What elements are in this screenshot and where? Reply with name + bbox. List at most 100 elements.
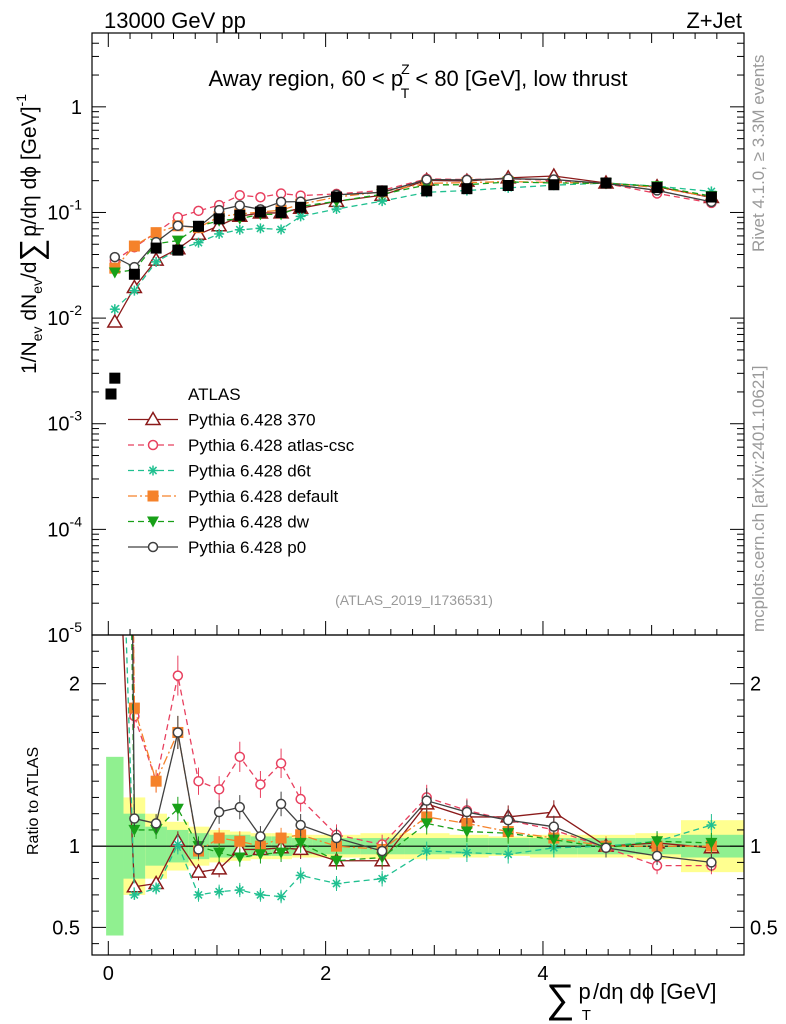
point-ratio-atlas_csc (213, 784, 225, 795)
point-main-p0 (275, 196, 287, 208)
point-ratio-atlas_csc (255, 779, 266, 790)
y-tick-label: 10-4 (47, 513, 82, 541)
point-ratio-atlas_csc (275, 758, 287, 769)
point-ratio-d6t (151, 883, 162, 894)
line-ratio-d6t (125, 635, 712, 898)
ratio-y-tick-label: 0.5 (52, 917, 80, 939)
point-ratio-d6t (295, 870, 306, 881)
line-ratio-p0 (132, 635, 712, 864)
legend-entry-dw: Pythia 6.428 dw (128, 513, 310, 532)
point-main-atlas (275, 206, 287, 218)
point-ratio-p0 (255, 831, 266, 842)
legend-marker (144, 411, 162, 426)
legend-entry-p370: Pythia 6.428 370 (128, 411, 316, 430)
point-main-d6t (295, 211, 306, 222)
point-ratio-dw (330, 855, 343, 867)
point-main-atlas_csc (193, 205, 204, 217)
point-ratio-p0 (548, 821, 560, 832)
point-main-default (128, 240, 140, 252)
legend-marker (147, 439, 159, 451)
point-ratio-d6t (421, 846, 432, 857)
point-main-d6t (276, 224, 287, 235)
point-main-p370 (106, 313, 124, 328)
point-main-atlas (234, 209, 246, 221)
legend-label: Pythia 6.428 370 (188, 411, 316, 430)
line-main-atlas_csc (114, 178, 712, 262)
point-main-d6t (193, 237, 204, 248)
point-main-default (150, 227, 162, 239)
title-sub: T (401, 85, 410, 101)
point-ratio-d6t (129, 889, 140, 900)
point-ratio-p370 (108, 449, 122, 461)
point-ratio-atlas_csc (295, 793, 306, 805)
point-main-p0 (109, 251, 121, 263)
ratio-panel: 0.5 0.5 1 1 2 2 0 2 4 Ratio to ATLAS (25, 449, 778, 985)
point-main-p0 (421, 174, 432, 185)
ratio-y-tick-label: 2 (69, 674, 80, 696)
x-tick-label: 4 (537, 963, 548, 985)
point-ratio-p0 (651, 850, 663, 862)
point-main-atlas (376, 185, 388, 197)
point-ratio-default (213, 832, 225, 844)
ratio-frame (91, 634, 745, 956)
point-main-atlas (548, 179, 560, 191)
point-main-p0 (234, 200, 246, 211)
legend-label: Pythia 6.428 default (188, 487, 339, 506)
x-tick-label: 0 (103, 963, 114, 985)
point-ratio-p0 (150, 818, 162, 829)
y-tick-label: 10-2 (47, 302, 82, 330)
point-main-atlas (331, 191, 342, 203)
point-main-dw (171, 235, 184, 247)
point-main-d6t (255, 223, 266, 234)
point-ratio-d6t (172, 839, 183, 850)
point-ratio-default (275, 832, 287, 844)
point-ratio-dw (128, 824, 141, 836)
point-ratio-p0 (234, 801, 246, 813)
point-ratio-p0 (421, 795, 432, 806)
point-ratio-p0 (706, 857, 717, 868)
point-main-atlas (172, 244, 184, 256)
point-main-atlas (600, 177, 612, 189)
point-ratio-dw (171, 803, 184, 815)
legend-entry-default: Pythia 6.428 default (128, 487, 339, 506)
legend-label: Pythia 6.428 d6t (188, 462, 311, 481)
point-main-atlas (254, 206, 266, 218)
point-main-d6t (331, 204, 342, 215)
point-ratio-p0 (461, 806, 473, 818)
point-ratio-dw (547, 834, 560, 846)
legend-entry-atlas_csc: Pythia 6.428 atlas-csc (128, 436, 355, 455)
point-ratio-p0 (172, 727, 184, 738)
line-ratio-dw (131, 635, 712, 862)
point-ratio-default (128, 702, 140, 714)
legend-label: Pythia 6.428 atlas-csc (188, 436, 355, 455)
point-main-atlas (502, 180, 514, 192)
point-main-atlas (128, 268, 140, 280)
point-ratio-dw (502, 828, 515, 840)
legend: ATLAS Pythia 6.428 370 Pythia 6.428 atlas-… (105, 385, 355, 557)
point-ratio-atlas_csc (234, 751, 246, 763)
point-main-d6t (214, 228, 225, 239)
point-main-p0 (213, 204, 225, 216)
legend-marker (148, 465, 158, 476)
point-main-atlas (705, 191, 717, 203)
ratio-y-tick-label-right: 1 (750, 836, 761, 858)
point-ratio-default (150, 775, 162, 787)
line-main-p0 (114, 178, 712, 268)
energy-label: 13000 GeV pp (104, 8, 246, 33)
legend-marker (147, 490, 159, 502)
point-ratio-atlas_csc (172, 670, 184, 681)
point-main-p0 (172, 220, 184, 232)
point-main-atlas_csc (234, 189, 246, 201)
point-ratio-dw (254, 849, 267, 861)
point-main-p0 (461, 174, 473, 186)
point-ratio-p0 (275, 798, 287, 810)
y-tick-label: 10-3 (47, 408, 82, 436)
ratio-y-tick-label: 1 (69, 836, 80, 858)
point-ratio-p370 (545, 803, 563, 818)
process-label: Z+Jet (686, 8, 742, 33)
rivet-version-label: Rivet 4.1.0, ≥ 3.3M events (749, 55, 768, 252)
point-ratio-atlas_csc (193, 775, 204, 787)
point-main-atlas (651, 182, 663, 194)
point-ratio-dw (705, 837, 718, 849)
legend-label: ATLAS (188, 385, 241, 404)
